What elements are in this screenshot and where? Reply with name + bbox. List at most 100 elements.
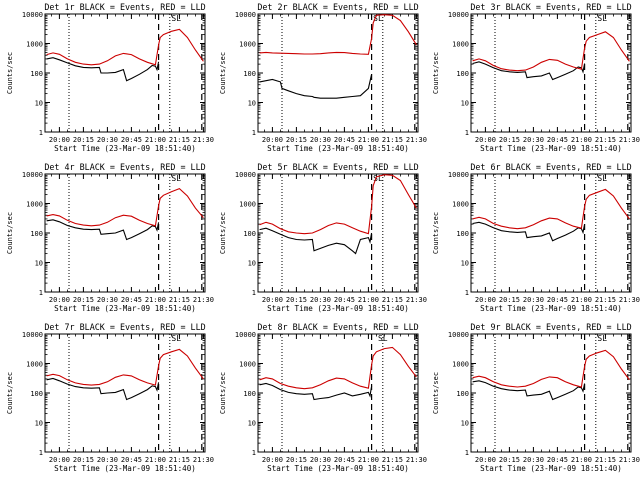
x-tick-label: 20:45 <box>334 136 355 144</box>
y-tick-label: 10000 <box>22 171 43 179</box>
chart-title: Det 6r BLACK = Events, RED = LLD <box>470 162 631 172</box>
x-tick-label: 21:30 <box>193 456 214 464</box>
y-axis-label: Counts/sec <box>432 212 440 254</box>
x-tick-label: 20:45 <box>547 296 568 304</box>
x-tick-label: 21:30 <box>619 136 640 144</box>
y-tick-label: 10 <box>35 100 43 108</box>
y-axis-label: Counts/sec <box>432 52 440 94</box>
y-tick-label: 1 <box>39 129 43 137</box>
x-tick-label: 20:15 <box>286 456 307 464</box>
marker-label: SL <box>597 334 607 343</box>
panel-det-1r: Det 1r BLACK = Events, RED = LLD 1 10 100 10… <box>6 2 214 153</box>
x-tick-label: 20:15 <box>286 296 307 304</box>
x-axis-label: Start Time (23-Mar-09 18:51:40) <box>480 304 622 313</box>
series-lld-line <box>472 349 630 388</box>
marker-label: SL <box>597 174 607 183</box>
panel-det-9r: Det 9r BLACK = Events, RED = LLD 1 10 100 10… <box>432 322 640 473</box>
y-axis-label: Counts/sec <box>219 212 227 254</box>
x-tick-label: 21:30 <box>619 456 640 464</box>
y-tick-label: 100 <box>456 390 469 398</box>
panel-det-8r: Det 8r BLACK = Events, RED = LLD 1 10 100 10… <box>219 322 427 473</box>
x-tick-label: 21:30 <box>193 296 214 304</box>
panel-det-2r: Det 2r BLACK = Events, RED = LLD 1 10 100 10… <box>219 2 427 153</box>
chart-title: Det 3r BLACK = Events, RED = LLD <box>470 2 631 12</box>
x-tick-label: 21:15 <box>382 136 403 144</box>
panel-det-6r: Det 6r BLACK = Events, RED = LLD 1 10 100 10… <box>432 162 640 313</box>
y-tick-label: 1 <box>465 129 469 137</box>
series-lld-line <box>46 348 204 386</box>
y-axis-label: Counts/sec <box>6 372 14 414</box>
x-axis-label: Start Time (23-Mar-09 18:51:40) <box>480 464 622 473</box>
y-tick-label: 10 <box>248 420 256 428</box>
marker-label: SL <box>597 14 607 23</box>
x-axis-label: Start Time (23-Mar-09 18:51:40) <box>267 144 409 153</box>
x-tick-label: 21:15 <box>595 456 616 464</box>
y-tick-label: 100 <box>456 230 469 238</box>
x-tick-label: 20:00 <box>475 136 496 144</box>
series-lld-line <box>46 28 204 66</box>
chart-title: Det 4r BLACK = Events, RED = LLD <box>44 162 205 172</box>
y-tick-label: 10 <box>461 420 469 428</box>
x-tick-label: 21:15 <box>169 456 190 464</box>
y-tick-label: 1000 <box>239 201 256 209</box>
series-lld-line <box>46 187 204 227</box>
x-tick-label: 20:30 <box>310 296 331 304</box>
y-tick-label: 1000 <box>452 41 469 49</box>
y-tick-label: 100 <box>243 70 256 78</box>
series-events-line <box>259 227 373 255</box>
y-tick-label: 1 <box>252 289 256 297</box>
y-tick-label: 10 <box>35 260 43 268</box>
x-axis-label: Start Time (23-Mar-09 18:51:40) <box>267 304 409 313</box>
x-tick-label: 20:30 <box>523 456 544 464</box>
y-tick-label: 1 <box>465 449 469 457</box>
x-tick-label: 21:15 <box>595 296 616 304</box>
x-tick-label: 20:15 <box>73 456 94 464</box>
x-axis-label: Start Time (23-Mar-09 18:51:40) <box>54 464 196 473</box>
x-tick-label: 21:00 <box>358 296 379 304</box>
x-tick-label: 20:30 <box>310 456 331 464</box>
series-lld-line <box>472 188 630 230</box>
x-tick-label: 20:00 <box>475 456 496 464</box>
x-tick-label: 20:45 <box>121 296 142 304</box>
panel-det-3r: Det 3r BLACK = Events, RED = LLD 1 10 100 10… <box>432 2 640 153</box>
x-tick-label: 21:30 <box>193 136 214 144</box>
x-tick-label: 20:00 <box>262 296 283 304</box>
x-tick-label: 20:45 <box>334 296 355 304</box>
y-tick-label: 10000 <box>235 171 256 179</box>
x-tick-label: 21:00 <box>571 136 592 144</box>
x-tick-label: 21:30 <box>406 456 427 464</box>
y-tick-label: 1000 <box>26 361 43 369</box>
series-lld-line <box>259 174 417 235</box>
y-tick-label: 10 <box>461 260 469 268</box>
marker-label: SL <box>171 14 181 23</box>
y-tick-label: 100 <box>243 390 256 398</box>
x-tick-label: 20:30 <box>523 296 544 304</box>
series-events-line <box>46 377 160 401</box>
plot-frame <box>470 173 632 293</box>
y-tick-label: 100 <box>30 230 43 238</box>
series-events-line <box>259 74 373 99</box>
chart-title: Det 1r BLACK = Events, RED = LLD <box>44 2 205 12</box>
x-tick-label: 20:45 <box>121 456 142 464</box>
y-tick-label: 10 <box>461 100 469 108</box>
plot-frame <box>470 13 632 133</box>
x-axis-label: Start Time (23-Mar-09 18:51:40) <box>480 144 622 153</box>
x-tick-label: 20:30 <box>310 136 331 144</box>
x-tick-label: 21:15 <box>169 296 190 304</box>
x-tick-label: 20:15 <box>73 296 94 304</box>
x-tick-label: 21:30 <box>406 296 427 304</box>
x-axis-label: Start Time (23-Mar-09 18:51:40) <box>54 304 196 313</box>
y-tick-label: 1 <box>39 289 43 297</box>
y-tick-label: 1 <box>465 289 469 297</box>
y-tick-label: 1 <box>252 129 256 137</box>
series-events-line <box>472 221 586 242</box>
x-tick-label: 21:00 <box>358 136 379 144</box>
series-events-line <box>46 57 160 82</box>
x-tick-label: 20:45 <box>547 136 568 144</box>
x-tick-label: 21:00 <box>571 296 592 304</box>
plot-frame <box>257 333 419 453</box>
x-axis-label: Start Time (23-Mar-09 18:51:40) <box>54 144 196 153</box>
y-tick-label: 100 <box>30 70 43 78</box>
x-tick-label: 20:30 <box>97 296 118 304</box>
